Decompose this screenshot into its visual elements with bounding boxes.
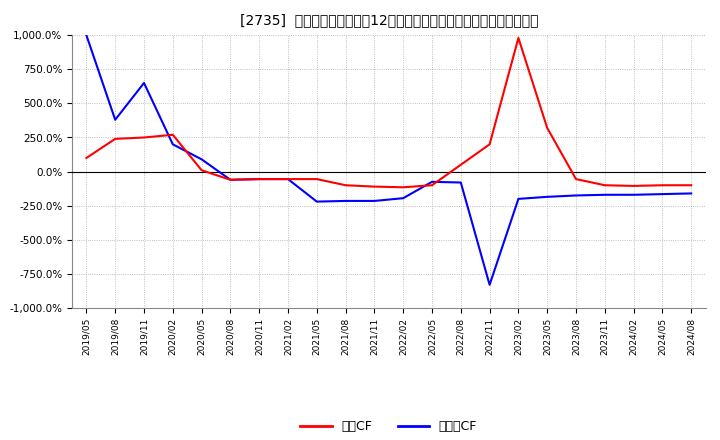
- Line: 営業CF: 営業CF: [86, 38, 691, 187]
- 営業CF: [687, 183, 696, 188]
- フリーCF: [399, 195, 408, 201]
- Title: [2735]  キャッシュフローの12か月移動合計の対前年同期増減率の推移: [2735] キャッシュフローの12か月移動合計の対前年同期増減率の推移: [240, 13, 538, 27]
- フリーCF: [658, 191, 667, 197]
- 営業CF: [312, 176, 321, 182]
- フリーCF: [255, 176, 264, 182]
- フリーCF: [456, 180, 465, 185]
- 営業CF: [284, 176, 292, 182]
- フリーCF: [600, 192, 609, 198]
- Legend: 営業CF, フリーCF: 営業CF, フリーCF: [295, 415, 482, 438]
- フリーCF: [111, 117, 120, 122]
- 営業CF: [399, 185, 408, 190]
- フリーCF: [82, 33, 91, 38]
- フリーCF: [687, 191, 696, 196]
- 営業CF: [82, 155, 91, 161]
- フリーCF: [197, 157, 206, 162]
- 営業CF: [428, 183, 436, 188]
- 営業CF: [341, 183, 350, 188]
- 営業CF: [514, 35, 523, 40]
- フリーCF: [485, 282, 494, 287]
- フリーCF: [370, 198, 379, 204]
- 営業CF: [658, 183, 667, 188]
- 営業CF: [485, 142, 494, 147]
- フリーCF: [341, 198, 350, 204]
- 営業CF: [168, 132, 177, 137]
- 営業CF: [543, 125, 552, 131]
- 営業CF: [370, 184, 379, 189]
- 営業CF: [629, 183, 638, 189]
- フリーCF: [140, 80, 148, 85]
- フリーCF: [514, 196, 523, 202]
- フリーCF: [312, 199, 321, 204]
- 営業CF: [600, 183, 609, 188]
- Line: フリーCF: フリーCF: [86, 35, 691, 285]
- フリーCF: [629, 192, 638, 198]
- 営業CF: [456, 162, 465, 167]
- フリーCF: [168, 142, 177, 147]
- フリーCF: [284, 176, 292, 182]
- 営業CF: [111, 136, 120, 142]
- 営業CF: [226, 177, 235, 183]
- フリーCF: [572, 193, 580, 198]
- 営業CF: [140, 135, 148, 140]
- フリーCF: [226, 177, 235, 183]
- 営業CF: [197, 168, 206, 173]
- フリーCF: [543, 194, 552, 199]
- 営業CF: [255, 176, 264, 182]
- フリーCF: [428, 179, 436, 184]
- 営業CF: [572, 176, 580, 182]
